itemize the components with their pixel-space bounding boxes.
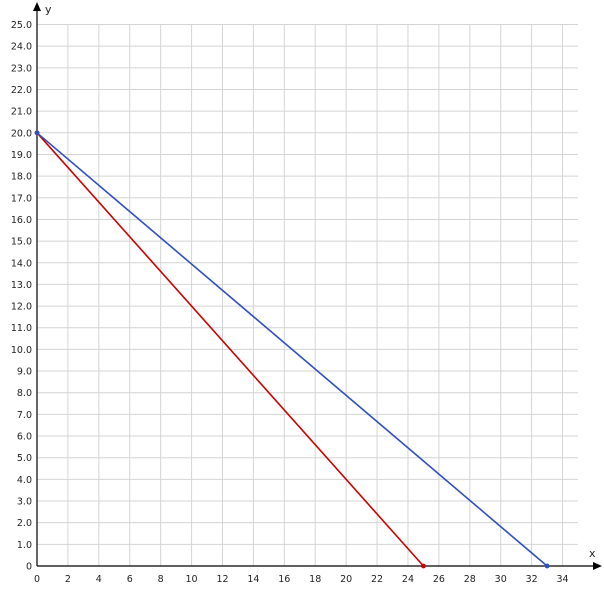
- x-tick-label: 2: [65, 574, 71, 585]
- x-axis-arrow-icon: [593, 562, 602, 570]
- series-group: [34, 130, 550, 569]
- grid: [37, 24, 578, 566]
- y-tick-label: 8.0: [17, 388, 32, 399]
- x-tick-label: 6: [127, 574, 133, 585]
- x-tick-label: 28: [464, 574, 476, 585]
- x-tick-label: 22: [371, 574, 383, 585]
- y-tick-label: 14.0: [11, 258, 32, 269]
- x-tick-label: 12: [216, 574, 228, 585]
- y-tick-label: 21.0: [11, 107, 32, 118]
- y-tick-label: 7.0: [17, 410, 32, 421]
- x-tick-label: 18: [309, 574, 321, 585]
- x-tick-label: 30: [495, 574, 507, 585]
- x-tick-label: 26: [433, 574, 445, 585]
- series-line-1: [36, 132, 425, 567]
- tick-labels: 0 2 4 6 8 10 12 14 16 18 20 22 24 26 28 30 32 3401.02.03.…: [11, 20, 569, 585]
- y-tick-label: 17.0: [11, 193, 32, 204]
- y-tick-label: 11.0: [11, 323, 32, 334]
- y-tick-label: 12.0: [11, 302, 32, 313]
- y-tick-label: 4.0: [17, 475, 32, 486]
- y-tick-label: 2.0: [17, 518, 32, 529]
- y-tick-label: 20.0: [11, 128, 32, 139]
- y-axis-arrow-icon: [33, 2, 41, 11]
- x-tick-label: 20: [340, 574, 352, 585]
- y-tick-label: 23.0: [11, 63, 32, 74]
- y-tick-label: 24.0: [11, 42, 32, 53]
- y-tick-label: 19.0: [11, 150, 32, 161]
- x-tick-label: 34: [556, 574, 568, 585]
- series-point-2: [34, 130, 40, 136]
- series-point-1: [421, 563, 426, 569]
- y-tick-label: 6.0: [17, 432, 32, 443]
- x-tick-label: 16: [278, 574, 290, 585]
- y-axis-label: y: [45, 3, 52, 16]
- y-tick-label: 22.0: [11, 85, 32, 96]
- x-tick-label: 10: [186, 574, 198, 585]
- y-tick-label: 18.0: [11, 172, 32, 183]
- y-tick-label: 10.0: [11, 345, 32, 356]
- x-tick-label: 0: [34, 574, 40, 585]
- x-tick-label: 14: [247, 574, 259, 585]
- x-tick-label: 32: [526, 574, 538, 585]
- y-tick-label: 3.0: [17, 497, 32, 508]
- x-tick-label: 4: [96, 574, 102, 585]
- y-tick-label: 13.0: [11, 280, 32, 291]
- y-tick-label: 25.0: [11, 20, 32, 31]
- series-line-2: [36, 132, 548, 567]
- y-tick-label: 15.0: [11, 237, 32, 248]
- y-tick-label: 0: [26, 562, 32, 573]
- y-tick-label: 9.0: [17, 367, 32, 378]
- x-tick-label: 8: [158, 574, 164, 585]
- series-point-2: [544, 563, 550, 569]
- x-tick-label: 24: [402, 574, 414, 585]
- y-tick-label: 1.0: [17, 540, 32, 551]
- y-tick-label: 5.0: [17, 453, 32, 464]
- y-tick-label: 16.0: [11, 215, 32, 226]
- x-axis-label: x: [589, 547, 596, 560]
- axes: x y: [33, 2, 602, 570]
